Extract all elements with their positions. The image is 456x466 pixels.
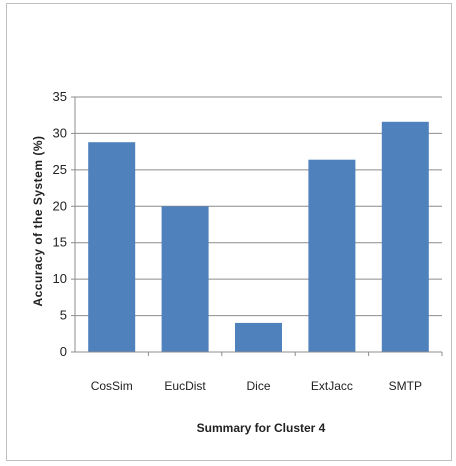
y-tick-labels: 0 5 10 15 20 25 30 35 bbox=[53, 89, 67, 359]
y-tick-label: 5 bbox=[60, 308, 67, 323]
x-category-label: ExtJacc bbox=[311, 379, 353, 393]
y-tick-label: 30 bbox=[53, 125, 67, 140]
y-tick-label: 0 bbox=[60, 344, 67, 359]
bar-extjacc bbox=[308, 159, 356, 352]
y-tick-label: 35 bbox=[53, 89, 67, 104]
y-tick-label: 10 bbox=[53, 271, 67, 286]
axes bbox=[71, 96, 443, 356]
x-category-label: Dice bbox=[246, 379, 270, 393]
bar-cossim bbox=[88, 142, 136, 352]
y-tick-label: 25 bbox=[53, 162, 67, 177]
x-category-label: SMTP bbox=[389, 379, 422, 393]
chart-frame bbox=[6, 3, 452, 461]
x-category-labels: CosSim EucDist Dice ExtJacc SMTP bbox=[91, 379, 422, 393]
x-axis-title: Summary for Cluster 4 bbox=[197, 421, 326, 435]
bar-dice bbox=[235, 322, 282, 352]
y-tick-label: 15 bbox=[53, 235, 67, 250]
y-tick-label: 20 bbox=[53, 198, 67, 213]
x-category-label: EucDist bbox=[164, 379, 206, 393]
bars bbox=[88, 121, 429, 352]
y-axis-title: Accuracy of the System (%) bbox=[31, 135, 45, 306]
x-category-label: CosSim bbox=[91, 379, 133, 393]
bar-eucdist bbox=[161, 206, 209, 352]
bar-smtp bbox=[381, 121, 429, 352]
gridlines bbox=[75, 96, 442, 317]
